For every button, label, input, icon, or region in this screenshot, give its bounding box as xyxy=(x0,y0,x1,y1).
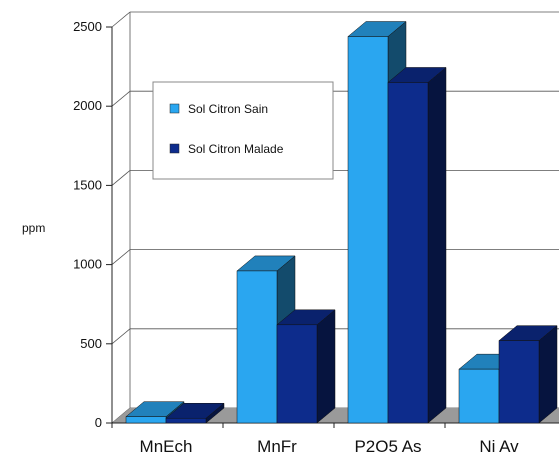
side-wall xyxy=(112,12,130,423)
bar-front xyxy=(458,368,500,424)
back-wall xyxy=(130,12,559,408)
gridline-side xyxy=(111,170,131,186)
y-tick-label: 0 xyxy=(95,415,102,430)
y-tick-label: 500 xyxy=(80,336,102,351)
bar-front xyxy=(165,417,207,424)
y-tick-label: 1500 xyxy=(73,177,102,192)
x-tick-label: P2O5 As xyxy=(354,437,421,456)
legend-swatch-malade xyxy=(169,143,180,154)
bar xyxy=(276,309,336,424)
legend-label-sain: Sol Citron Sain xyxy=(188,102,268,116)
gridline-side xyxy=(111,249,131,265)
gridline-side xyxy=(111,11,131,28)
bar-front xyxy=(347,36,389,424)
bars xyxy=(125,20,558,424)
floor-plane xyxy=(112,408,559,423)
x-tick-label: MnFr xyxy=(257,437,297,456)
bar xyxy=(498,325,558,424)
bar-side xyxy=(538,325,558,424)
legend-box xyxy=(152,81,334,180)
gridline-side xyxy=(111,90,131,107)
bar-front xyxy=(387,82,429,424)
bar xyxy=(165,402,225,424)
legend: Sol Citron Sain Sol Citron Malade xyxy=(152,81,334,180)
x-tick-label: MnEch xyxy=(140,437,193,456)
legend-label-malade: Sol Citron Malade xyxy=(188,142,284,156)
bar-front xyxy=(498,340,540,424)
x-axis: MnEch MnFr P2O5 As Ni Av xyxy=(111,423,519,456)
bar-side xyxy=(316,309,336,424)
bar xyxy=(387,66,447,424)
y-axis: 0 500 1000 1500 2000 2500 xyxy=(73,12,131,430)
y-axis-label: ppm xyxy=(22,221,45,235)
gridline-side xyxy=(111,328,131,345)
x-tick-label: Ni Av xyxy=(479,437,519,456)
y-tick-label: 2000 xyxy=(73,98,102,113)
bar-front xyxy=(236,270,278,424)
y-tick-label: 2500 xyxy=(73,19,102,34)
bar-front xyxy=(125,416,167,424)
bar-front xyxy=(276,324,318,424)
bar-side xyxy=(427,66,447,424)
y-tick-label: 1000 xyxy=(73,257,102,272)
legend-swatch-sain xyxy=(169,103,180,114)
